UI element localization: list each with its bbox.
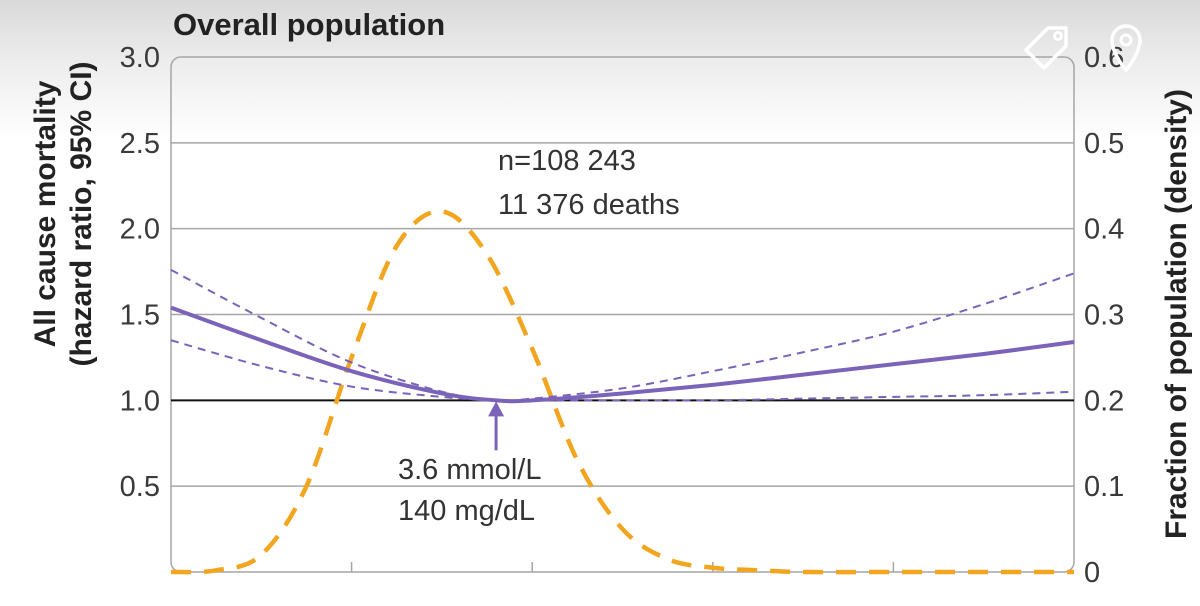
tag-icon[interactable]: [1024, 26, 1068, 70]
y-tick-label: 1.0: [120, 385, 160, 417]
ci-upper-line: [170, 268, 1075, 402]
location-pin-icon[interactable]: [1110, 24, 1142, 72]
optimum-arrow-head: [488, 401, 505, 417]
annotation-optimum-mgdl: 140 mg/dL: [398, 495, 535, 527]
y-tick-label: 1.5: [120, 300, 160, 332]
y2-axis-title: Fraction of population (density): [1160, 89, 1193, 539]
grid-layer: [171, 142, 1074, 487]
y2-tick-label: 0.2: [1084, 385, 1124, 417]
y-tick-labels: 3.0 2.5 2.0 1.5 1.0 0.5: [120, 42, 160, 503]
optimum-arrow: [488, 401, 505, 451]
y-tick-label: 2.0: [120, 214, 160, 246]
y2-tick-label: 0.4: [1084, 214, 1124, 246]
y2-tick-label: 0.1: [1084, 471, 1124, 503]
annotation-sample-n: n=108 243: [498, 145, 636, 177]
y-tick-label: 3.0: [120, 42, 160, 74]
annotation-optimum-mmol: 3.6 mmol/L: [398, 454, 541, 486]
y2-tick-labels: 0.60.50.40.30.20.10: [1084, 42, 1124, 589]
y-axis-title-line1: All cause mortality: [29, 80, 62, 347]
overlay-icon-bar: [1024, 24, 1142, 72]
y-tick-label: 0.5: [120, 471, 160, 503]
y-tick-label: 2.5: [120, 128, 160, 160]
y2-tick-label: 0.3: [1084, 300, 1124, 332]
chart-title: Overall population: [173, 7, 445, 42]
ci-lower-line: [170, 339, 1075, 402]
top-shade: [0, 0, 1200, 140]
series-layer: [170, 209, 1075, 575]
y-axis-title: All cause mortality (hazard ratio, 95% C…: [29, 61, 98, 366]
hazard-ratio-line: [170, 305, 1075, 404]
y-axis-title-line2: (hazard ratio, 95% CI): [65, 61, 98, 366]
y2-tick-label: 0: [1084, 557, 1100, 589]
density-line: [170, 209, 1074, 575]
annotation-sample-deaths: 11 376 deaths: [498, 189, 680, 221]
y2-axis-title-group: Fraction of population (density): [1160, 89, 1193, 539]
y2-tick-label: 0.5: [1084, 128, 1124, 160]
